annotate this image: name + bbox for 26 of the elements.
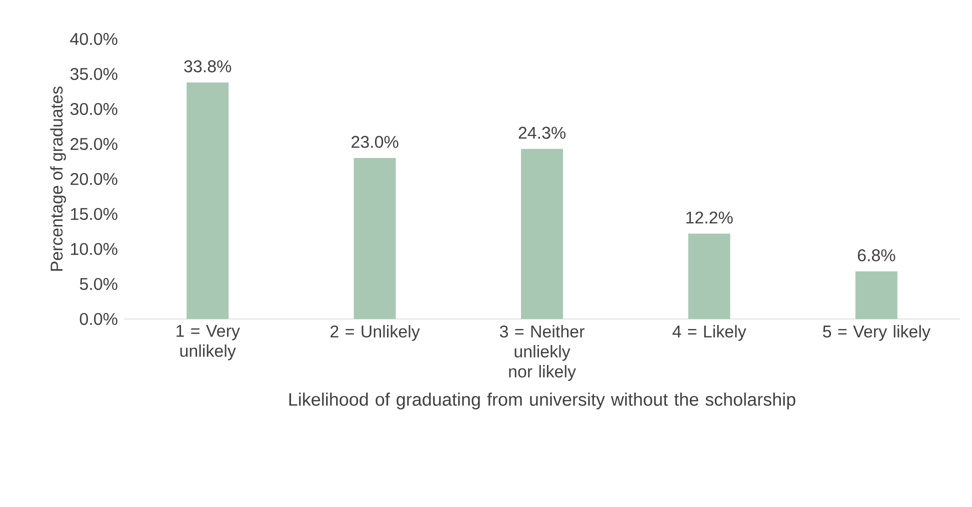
- y-tick-label: 15.0%: [71, 208, 118, 220]
- y-tick-label: 0.0%: [80, 312, 118, 325]
- x-tick-label: 5 = Very likely: [823, 325, 930, 341]
- bar: [186, 82, 229, 319]
- data-label: 6.8%: [858, 249, 896, 262]
- y-tick-label: 25.0%: [70, 138, 118, 150]
- data-label: 24.3%: [518, 126, 566, 139]
- y-tick-label: 5.0%: [80, 278, 118, 290]
- y-tick-label: 20.0%: [70, 172, 118, 185]
- data-label: 12.2%: [686, 212, 733, 224]
- y-tick-label: 35.0%: [70, 68, 118, 80]
- data-label: 23.0%: [352, 136, 398, 148]
- x-tick-label: 1 = Very unlikely: [176, 325, 240, 360]
- bar: [855, 271, 898, 319]
- bar: [521, 148, 564, 319]
- x-tick-label: 2 = Unlikely: [330, 325, 420, 341]
- x-tick-label: 4 = Likely: [672, 325, 746, 341]
- bar: [688, 234, 730, 319]
- x-tick-label: 3 = Neither unliekly nor likely: [500, 325, 584, 381]
- x-axis-title: Likelihood of graduating from university without the scholarship: [289, 392, 796, 410]
- y-tick-label: 30.0%: [70, 102, 118, 115]
- y-tick-label: 10.0%: [71, 242, 118, 255]
- y-tick-label: 40.0%: [70, 32, 118, 46]
- y-axis-title: Percentage of graduates: [50, 86, 66, 271]
- data-label: 33.8%: [184, 60, 232, 72]
- bar: [354, 158, 396, 319]
